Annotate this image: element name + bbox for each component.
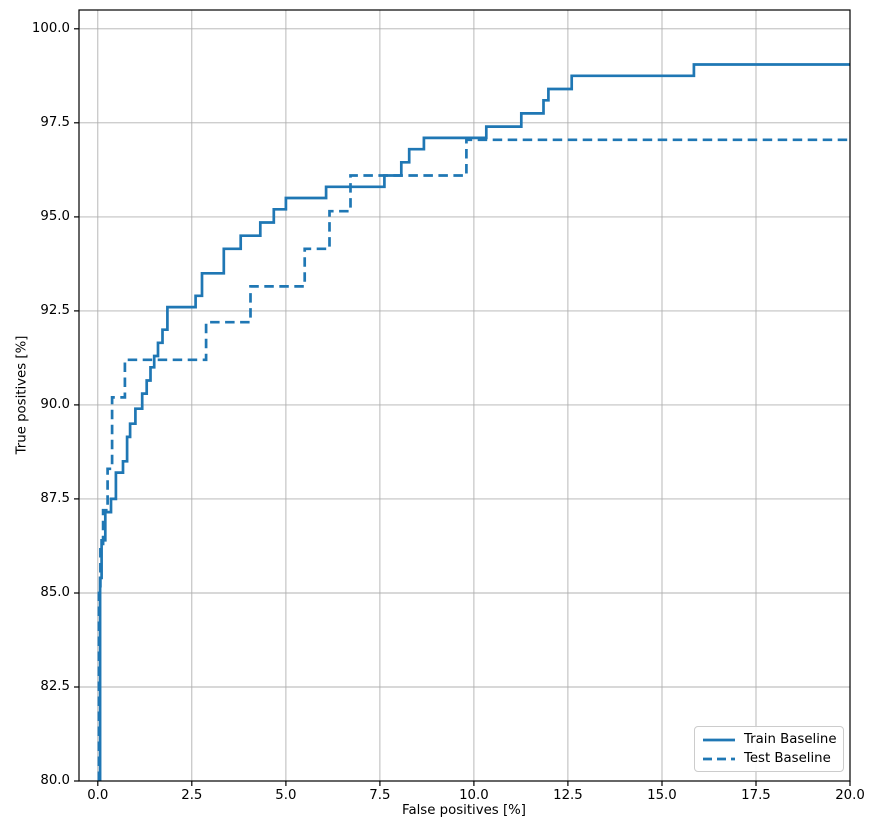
y-tick-label: 90.0 xyxy=(40,396,70,412)
x-tick-label: 5.0 xyxy=(275,788,297,803)
y-tick-label: 92.5 xyxy=(40,302,70,318)
x-tick-label: 20.0 xyxy=(835,788,865,803)
legend-item-train: Train Baseline xyxy=(702,732,837,747)
legend: Train Baseline Test Baseline xyxy=(694,726,844,772)
legend-item-test: Test Baseline xyxy=(702,751,836,766)
y-tick-label: 87.5 xyxy=(40,490,70,506)
test-line-sample xyxy=(703,757,735,760)
y-tick-label: 100.0 xyxy=(31,20,70,36)
legend-label-test: Test Baseline xyxy=(744,751,831,766)
y-axis-label: True positives [%] xyxy=(14,335,30,455)
legend-label-train: Train Baseline xyxy=(744,732,837,747)
x-tick-label: 0.0 xyxy=(87,788,109,803)
x-tick-label: 12.5 xyxy=(553,788,583,803)
x-axis-label: False positives [%] xyxy=(402,803,526,818)
series-line-solid xyxy=(98,63,850,781)
x-tick-label: 10.0 xyxy=(459,788,489,803)
x-tick-label: 17.5 xyxy=(741,788,771,803)
x-tick-label: 2.5 xyxy=(181,788,203,803)
y-tick-label: 82.5 xyxy=(40,678,70,694)
x-tick-label: 15.0 xyxy=(647,788,677,803)
series-line-dashed xyxy=(97,138,850,781)
train-line-sample xyxy=(703,738,735,741)
plot-border xyxy=(78,9,851,782)
y-tick-label: 97.5 xyxy=(40,114,70,130)
y-tick-label: 85.0 xyxy=(40,584,70,600)
y-tick-label: 80.0 xyxy=(40,773,70,788)
x-tick-label: 7.5 xyxy=(369,788,391,803)
y-tick-label: 95.0 xyxy=(40,208,70,224)
